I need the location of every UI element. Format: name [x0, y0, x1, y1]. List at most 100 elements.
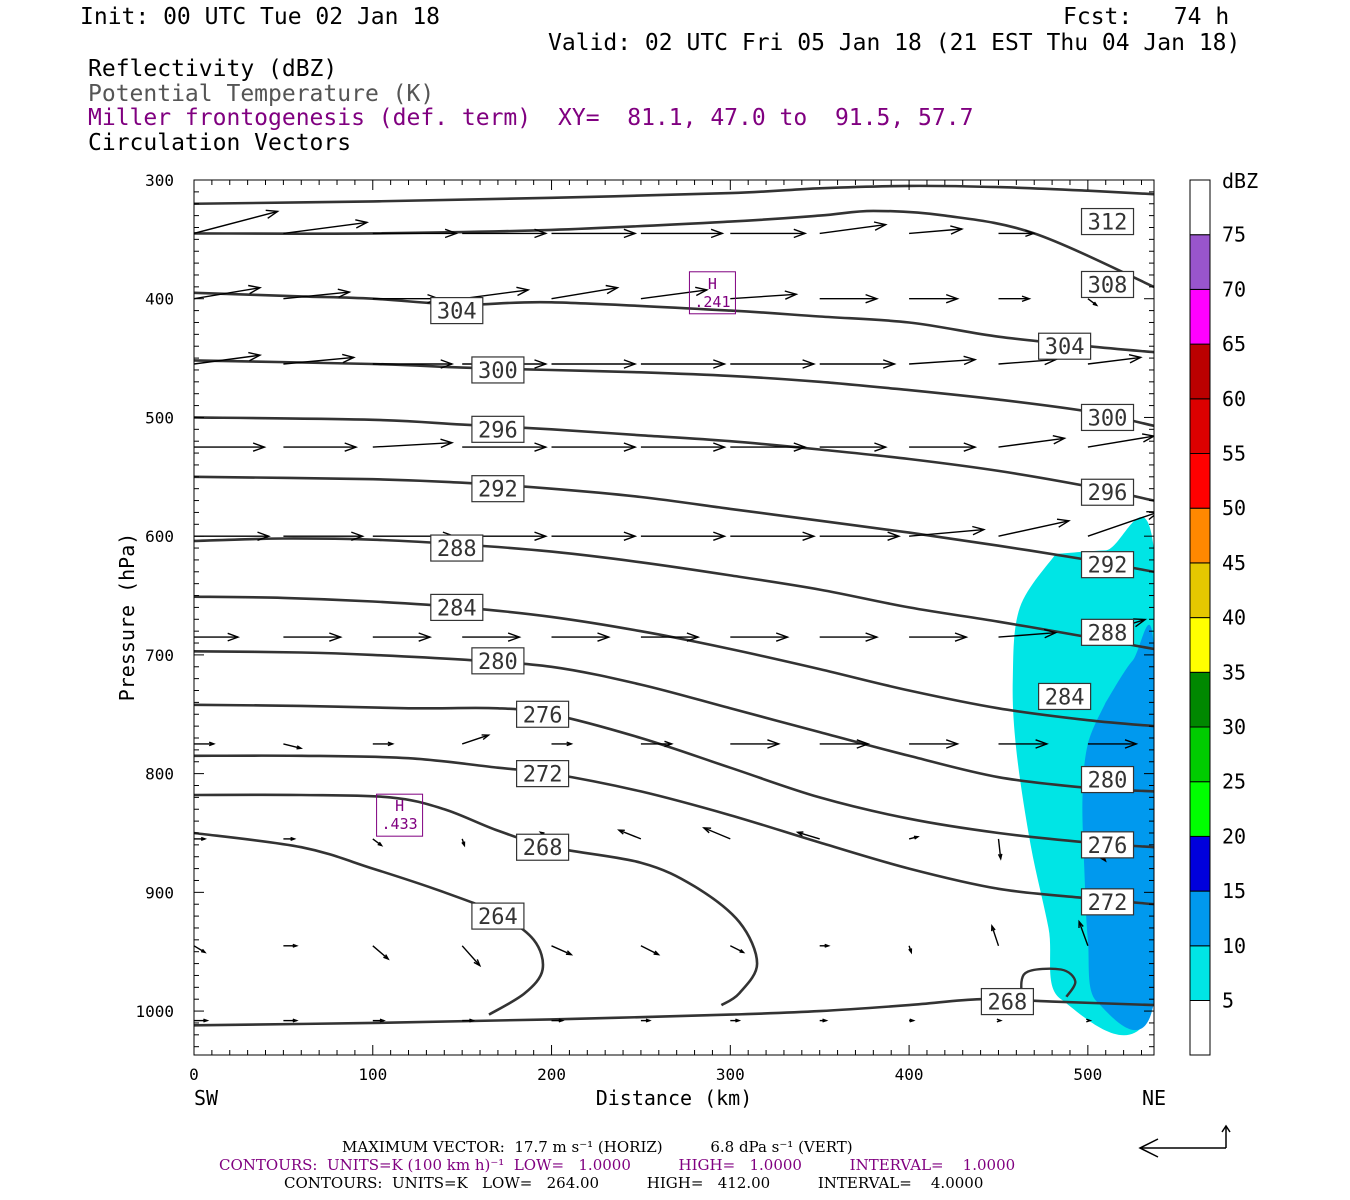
reflectivity-10dbz-area [1082, 624, 1154, 1030]
circulation-vector [461, 945, 481, 967]
circulation-vector [1087, 356, 1141, 365]
circulation-vector-head [296, 745, 304, 750]
contour-label-box [471, 415, 525, 443]
circulation-vector-head [208, 741, 216, 747]
theta-contour-line [1020, 967, 1077, 1000]
contour-label-box [1080, 618, 1135, 646]
colorbar-bin [1189, 617, 1211, 673]
circulation-vector [703, 827, 731, 840]
circulation-vector-head [1146, 511, 1154, 521]
colorbar-tick-label: 60 [1222, 387, 1246, 411]
contour-label: 272 [1088, 891, 1128, 916]
circulation-vector [283, 291, 350, 300]
circulation-vector-head [292, 943, 299, 948]
contour-label: 292 [1088, 554, 1128, 579]
circulation-vector-head [387, 741, 395, 747]
circulation-vector-head [695, 286, 709, 297]
contour-label: 280 [1088, 769, 1128, 794]
colorbar-tick-label: 15 [1222, 879, 1246, 903]
field-reflectivity-label: Reflectivity (dBZ) [88, 56, 338, 82]
circulation-vector [283, 356, 354, 365]
colorbar-tick-label: 70 [1222, 277, 1246, 301]
colorbar-bin [1189, 726, 1211, 783]
circulation-vector-head [1092, 301, 1099, 307]
circulation-vector-head [534, 531, 548, 541]
circulation-vector-head [534, 228, 548, 239]
colorbar-bin [1189, 945, 1211, 1001]
circulation-vector-head [775, 632, 790, 642]
forecast-hour-label: Fcst: 74 h [1063, 4, 1230, 30]
theta-contour-line [194, 184, 1154, 206]
contour-label-box [471, 902, 525, 930]
circulation-vector-head [874, 442, 888, 452]
contour-label: 304 [437, 300, 477, 325]
circulation-vector-head [713, 531, 727, 541]
circulation-vector-head [344, 442, 359, 452]
theta-contour-line [194, 416, 1154, 502]
circulation-vector [372, 442, 453, 448]
circulation-vector-head [623, 359, 638, 369]
circulation-vector-head [355, 219, 370, 229]
theta-contour-line [194, 754, 1154, 906]
colorbar-tick-label: 20 [1222, 824, 1246, 848]
circulation-vector [640, 289, 707, 300]
frontogenesis-max-value: .433 [382, 815, 418, 833]
contour-label-box [1080, 207, 1135, 236]
circulation-vector-head [909, 1018, 916, 1023]
circulation-vector-head [653, 950, 661, 956]
circulation-vector-layer [194, 209, 1154, 1023]
colorbar-tick-label: 5 [1222, 989, 1234, 1013]
circulation-vector [797, 831, 820, 840]
circulation-vector-head [954, 632, 969, 642]
colorbar-bin [1189, 398, 1211, 454]
colorbar-bin [1189, 179, 1211, 236]
circulation-vector-head [481, 734, 491, 741]
circulation-vector-head [856, 739, 871, 749]
contour-label: 308 [1088, 273, 1128, 298]
contour-label: 272 [523, 763, 563, 788]
circulation-vector-head [565, 950, 574, 956]
circulation-vector-head [516, 286, 531, 297]
plot-frame [193, 179, 1155, 1056]
circulation-vector-head [248, 284, 263, 295]
circulation-vector [461, 734, 489, 745]
circulation-vector-head [623, 442, 638, 452]
x-tick-label: 400 [895, 1065, 924, 1084]
contour-label: 312 [1088, 211, 1128, 236]
circulation-vector-head [793, 228, 808, 239]
y-tick-label: 500 [145, 408, 174, 427]
contour-label-box [430, 296, 484, 325]
contour-label-box [1080, 551, 1135, 579]
circulation-vector [1078, 921, 1089, 947]
circulation-vector [998, 358, 1056, 365]
x-tick-label: 0 [189, 1065, 199, 1084]
contour-label: 292 [478, 478, 518, 503]
colorbar-tick-label: 65 [1222, 332, 1246, 356]
circulation-vector-head [945, 739, 960, 749]
contour-label-box [471, 647, 525, 675]
theta-contour-line [194, 359, 1154, 428]
frontogenesis-max-box [376, 793, 424, 837]
circulation-vector-head [882, 359, 897, 369]
circulation-vector-head [963, 442, 978, 452]
contour-label-box [1080, 831, 1135, 859]
circulation-vector-head [793, 442, 808, 452]
y-tick-label: 400 [145, 290, 174, 309]
circulation-vector-head [865, 632, 879, 642]
circulation-vector-head [713, 359, 727, 369]
circulation-vector-head [290, 836, 297, 841]
circulation-vector-head [822, 1018, 829, 1023]
circulation-vector-head [1133, 618, 1148, 628]
circulation-vector [194, 354, 261, 365]
circulation-vector-head [873, 221, 888, 231]
circulation-vector [640, 945, 659, 956]
frontogenesis-max-marker: H [395, 797, 404, 815]
circulation-vector-head [824, 943, 831, 948]
contour-label: 284 [437, 596, 477, 621]
contour-label-box [1080, 270, 1135, 299]
circulation-vector-head [1035, 739, 1049, 749]
circulation-vector-head [1043, 628, 1058, 639]
colorbar-tick-label: 30 [1222, 715, 1246, 739]
circulation-vector-head [534, 359, 548, 369]
circulation-vector-head [963, 355, 978, 366]
